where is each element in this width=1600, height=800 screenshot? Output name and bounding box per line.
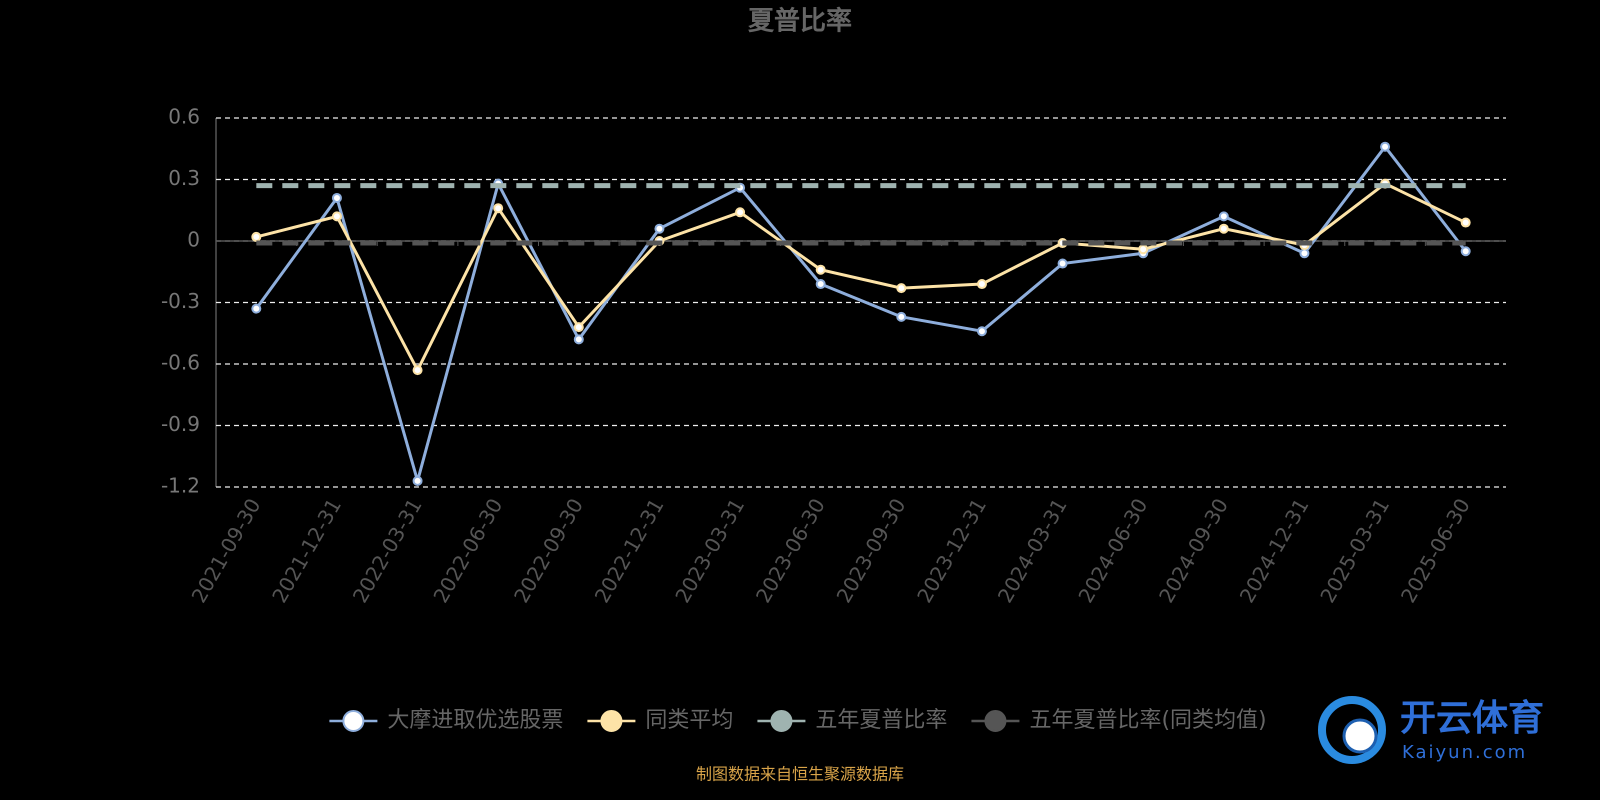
series-line — [255, 181, 1467, 374]
legend-label: 五年夏普比率 — [815, 708, 947, 733]
y-tick-label: -0.9 — [161, 412, 200, 436]
y-tick-label: 0.6 — [168, 105, 200, 129]
y-tick-label: 0.3 — [168, 166, 200, 190]
watermark-site: Kaiyun.com — [1402, 742, 1527, 763]
data-point — [815, 279, 826, 290]
data-point — [1299, 248, 1310, 259]
data-point — [331, 192, 342, 203]
data-point — [251, 303, 262, 314]
y-tick-label: -1.2 — [161, 474, 200, 498]
legend-label: 大摩进取优选股票 — [387, 708, 563, 733]
series-line — [255, 144, 1467, 487]
data-point — [1380, 141, 1391, 152]
legend-marker — [342, 710, 365, 732]
y-tick-label: -0.3 — [161, 289, 200, 313]
data-point — [815, 264, 826, 275]
data-point — [1460, 246, 1471, 257]
data-point — [412, 365, 423, 376]
data-point — [331, 211, 342, 222]
chart-title: 夏普比率 — [748, 6, 852, 37]
legend-label: 五年夏普比率(同类均值) — [1029, 708, 1266, 733]
y-tick-label: -0.6 — [161, 351, 200, 375]
data-point — [654, 223, 665, 234]
data-point — [493, 203, 504, 214]
data-point — [1138, 244, 1149, 255]
source-note: 制图数据来自恒生聚源数据库 — [696, 765, 904, 784]
legend-label: 同类平均 — [645, 708, 733, 733]
data-point — [573, 334, 584, 345]
legend-marker — [984, 710, 1007, 732]
legend-marker — [770, 710, 793, 732]
data-point — [1460, 217, 1471, 228]
data-point — [251, 231, 262, 242]
watermark-ball — [1342, 718, 1378, 754]
legend: 大摩进取优选股票 同类平均 五年夏普比率 五年夏普比率(同类均值) — [329, 708, 1267, 733]
watermark: 开云体育 Kaiyun.com — [1318, 696, 1544, 764]
watermark-logo — [1318, 696, 1386, 764]
y-tick-label: 0 — [187, 228, 200, 252]
data-point — [1218, 211, 1229, 222]
data-point — [735, 207, 746, 218]
data-point — [976, 279, 987, 290]
data-point — [1218, 223, 1229, 234]
legend-marker — [600, 710, 623, 732]
data-point — [412, 475, 423, 486]
data-point — [1057, 258, 1068, 269]
data-point — [573, 322, 584, 333]
data-point — [976, 326, 987, 337]
data-point — [896, 283, 907, 294]
watermark-brand: 开云体育 — [1400, 698, 1544, 739]
data-point — [896, 311, 907, 322]
